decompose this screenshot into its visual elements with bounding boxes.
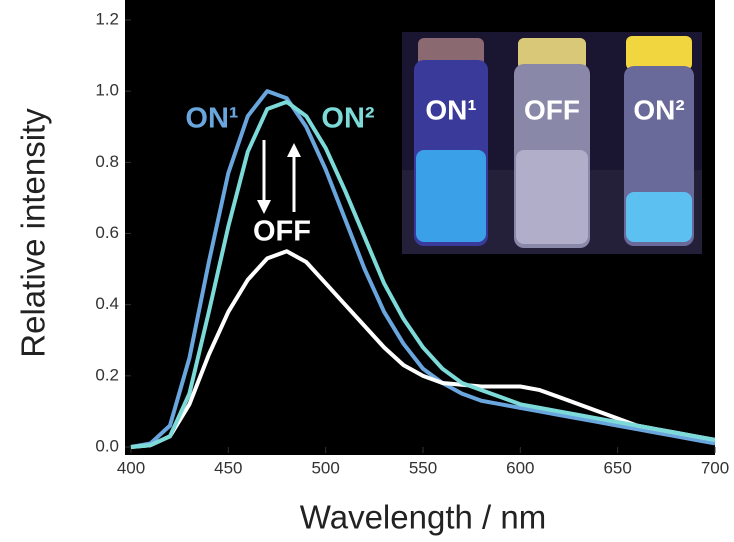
chart: Wavelength / nm Relative intensity 0.0 0.… — [0, 0, 734, 542]
y-tick-label: 1.0 — [95, 81, 119, 100]
y-tick-label: 1.2 — [95, 9, 119, 28]
x-tick-label: 550 — [409, 458, 437, 477]
y-tick-label: 0.2 — [95, 365, 119, 384]
inset-label: ON² — [633, 94, 684, 125]
x-tick-label: 500 — [311, 458, 339, 477]
y-tick-label: 0.4 — [95, 294, 119, 313]
inset-label: ON¹ — [425, 94, 476, 125]
x-tick-label: 650 — [603, 458, 631, 477]
x-tick-label: 700 — [701, 458, 729, 477]
y-tick-label: 0.0 — [95, 436, 119, 455]
series-annotation: OFF — [253, 216, 311, 248]
x-tick-label: 600 — [506, 458, 534, 477]
series-annotation: ON² — [321, 103, 375, 135]
x-tick-label: 450 — [214, 458, 242, 477]
x-tick-label: 400 — [117, 458, 145, 477]
inset-label: OFF — [524, 94, 580, 125]
y-tick-label: 0.8 — [95, 152, 119, 171]
y-axis-title: Relative intensity — [15, 108, 52, 358]
inset-photo — [402, 32, 702, 254]
x-axis-title: Wavelength / nm — [300, 499, 546, 536]
y-tick-label: 0.6 — [95, 223, 119, 242]
series-annotation: ON¹ — [185, 103, 238, 135]
